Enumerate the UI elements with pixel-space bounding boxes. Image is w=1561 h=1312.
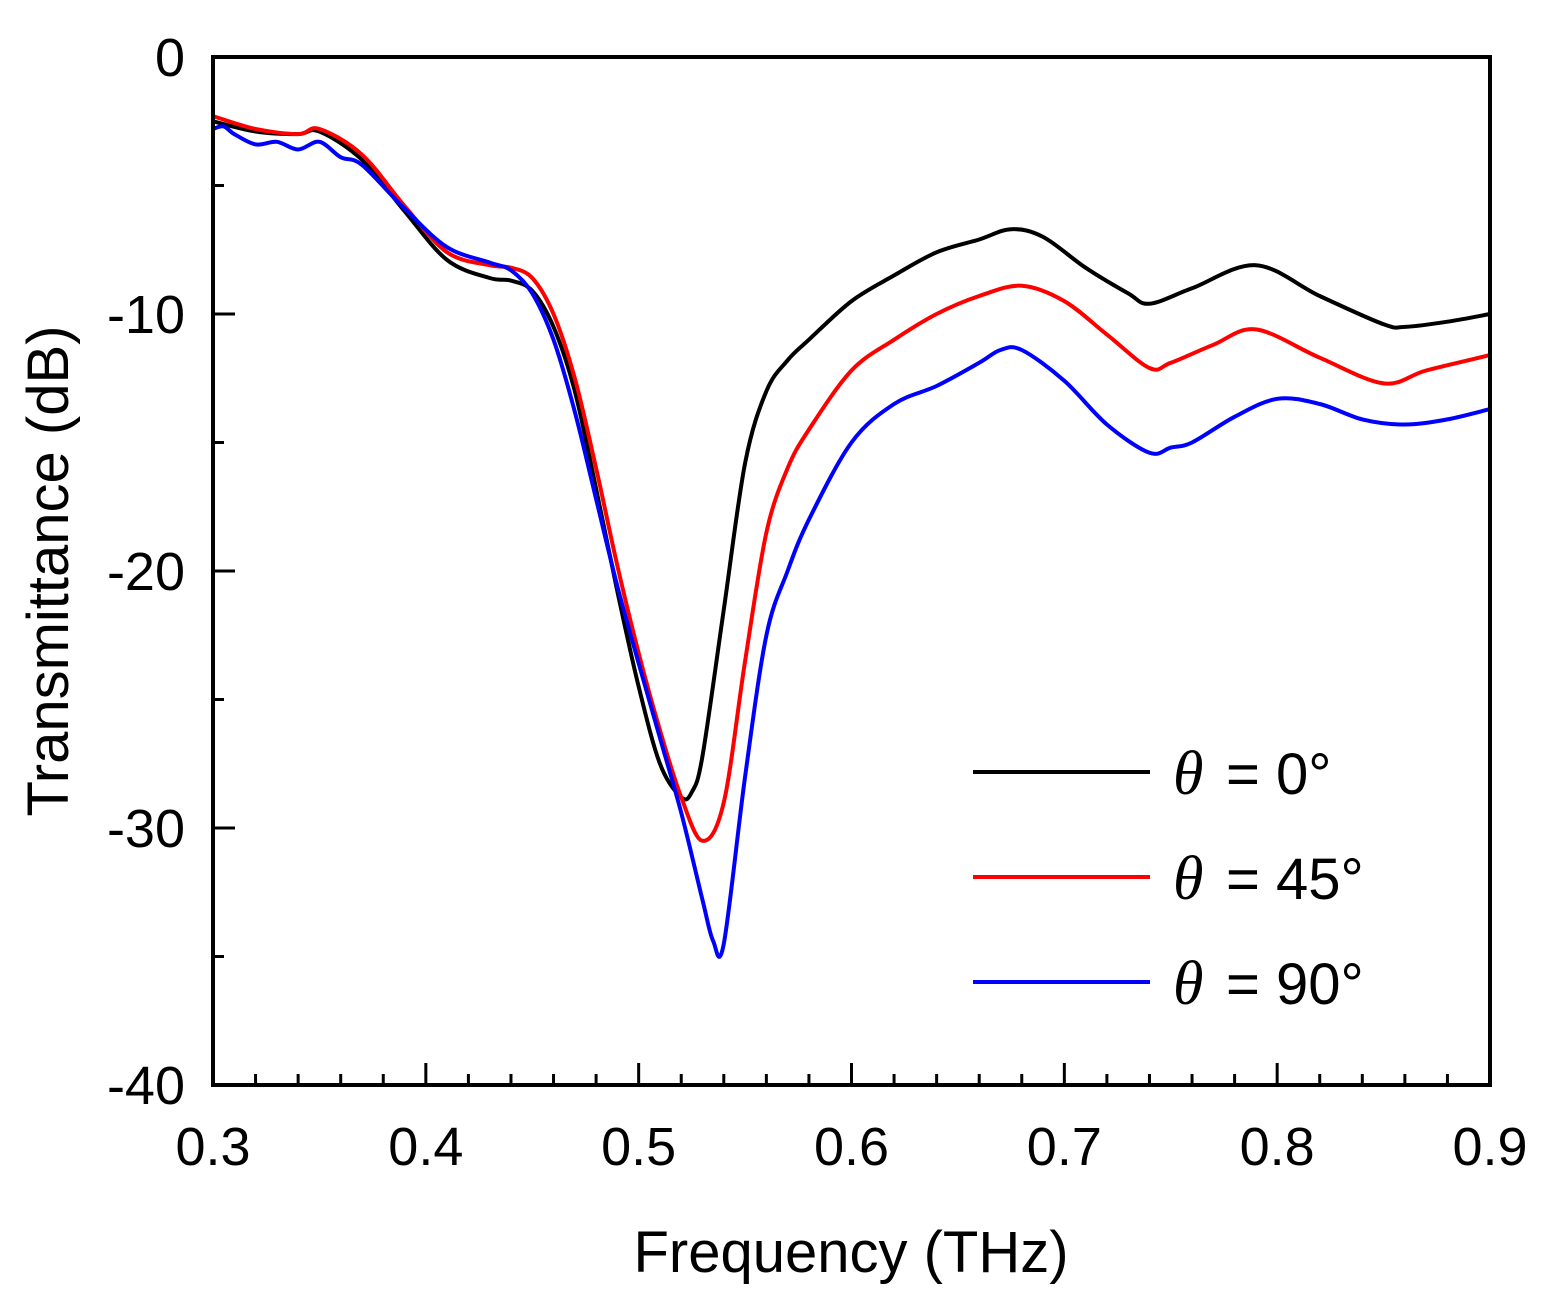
y-tick-label: -20: [107, 542, 185, 602]
legend-label: = 0°: [1226, 742, 1331, 807]
x-tick-label: 0.5: [601, 1117, 676, 1177]
series-line-0: [212, 119, 1491, 802]
y-axis-title: Transmittance (dB): [16, 326, 81, 817]
x-tick-label: 0.3: [175, 1117, 250, 1177]
x-tick-label: 0.9: [1452, 1117, 1527, 1177]
legend-symbol: θ: [1173, 740, 1203, 808]
x-axis-title: Frequency (THz): [633, 1220, 1068, 1285]
x-tick-label: 0.8: [1240, 1117, 1315, 1177]
y-tick-label: 0: [155, 28, 185, 88]
y-tick-label: -10: [107, 285, 185, 345]
tick-layer: 0.3 0.4 0.5 0.6 0.7 0.8 0.9 0 -10 -20 -30 -40: [107, 28, 1528, 1177]
series-layer: [212, 114, 1491, 959]
legend-label: = 45°: [1226, 847, 1364, 912]
legend-symbol: θ: [1173, 950, 1203, 1018]
x-tick-label: 0.4: [388, 1117, 463, 1177]
y-tick-label: -40: [107, 1056, 185, 1116]
x-tick-label: 0.7: [1027, 1117, 1102, 1177]
x-tick-label: 0.6: [814, 1117, 889, 1177]
series-line-2: [212, 124, 1491, 959]
legend: θ = 0° θ = 45° θ = 90°: [973, 740, 1364, 1018]
series-line-1: [212, 114, 1491, 843]
legend-label: = 90°: [1226, 952, 1364, 1017]
y-tick-label: -30: [107, 799, 185, 859]
legend-symbol: θ: [1173, 845, 1203, 913]
